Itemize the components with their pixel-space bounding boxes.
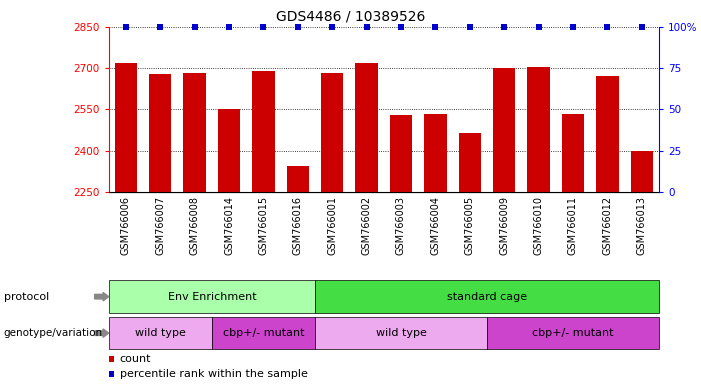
Bar (149, 74, 172, 192)
Text: GSM766010: GSM766010 (533, 196, 543, 255)
Bar (315, 317, 487, 349)
Text: GDS4486 / 10389526: GDS4486 / 10389526 (275, 10, 426, 23)
Text: GSM766005: GSM766005 (465, 196, 475, 255)
Text: protocol: protocol (4, 291, 49, 302)
Bar (315, 280, 659, 313)
Bar (562, 114, 584, 192)
Text: cbp+/- mutant: cbp+/- mutant (532, 328, 613, 338)
Text: standard cage: standard cage (447, 291, 527, 302)
Bar (212, 317, 315, 349)
Bar (493, 68, 515, 192)
Text: GSM766006: GSM766006 (121, 196, 131, 255)
Text: percentile rank within the sample: percentile rank within the sample (120, 369, 308, 379)
Text: GSM766012: GSM766012 (602, 196, 613, 255)
Text: GSM766015: GSM766015 (259, 196, 268, 255)
Bar (252, 71, 275, 192)
Text: GSM766004: GSM766004 (430, 196, 440, 255)
Bar (218, 109, 240, 192)
Text: wild type: wild type (135, 328, 186, 338)
Bar (109, 317, 212, 349)
Bar (287, 166, 309, 192)
Text: GSM766016: GSM766016 (293, 196, 303, 255)
Bar (184, 73, 206, 192)
Text: Env Enrichment: Env Enrichment (168, 291, 256, 302)
Text: GSM766001: GSM766001 (327, 196, 337, 255)
Bar (390, 115, 412, 192)
Bar (631, 151, 653, 192)
Text: genotype/variation: genotype/variation (4, 328, 102, 338)
Bar (321, 73, 343, 192)
Bar (115, 63, 137, 192)
Bar (424, 114, 447, 192)
Bar (527, 67, 550, 192)
Text: GSM766014: GSM766014 (224, 196, 234, 255)
Bar (458, 133, 481, 192)
Text: GSM766011: GSM766011 (568, 196, 578, 255)
Bar (355, 63, 378, 192)
Text: GSM766002: GSM766002 (362, 196, 372, 255)
Text: wild type: wild type (376, 328, 426, 338)
Text: GSM766013: GSM766013 (637, 196, 647, 255)
Text: GSM766008: GSM766008 (190, 196, 200, 255)
Bar (487, 317, 659, 349)
Text: GSM766009: GSM766009 (499, 196, 509, 255)
Bar (109, 280, 315, 313)
Text: cbp+/- mutant: cbp+/- mutant (223, 328, 304, 338)
Text: count: count (120, 354, 151, 364)
Bar (596, 76, 618, 192)
Text: GSM766003: GSM766003 (396, 196, 406, 255)
Text: GSM766007: GSM766007 (155, 196, 165, 255)
